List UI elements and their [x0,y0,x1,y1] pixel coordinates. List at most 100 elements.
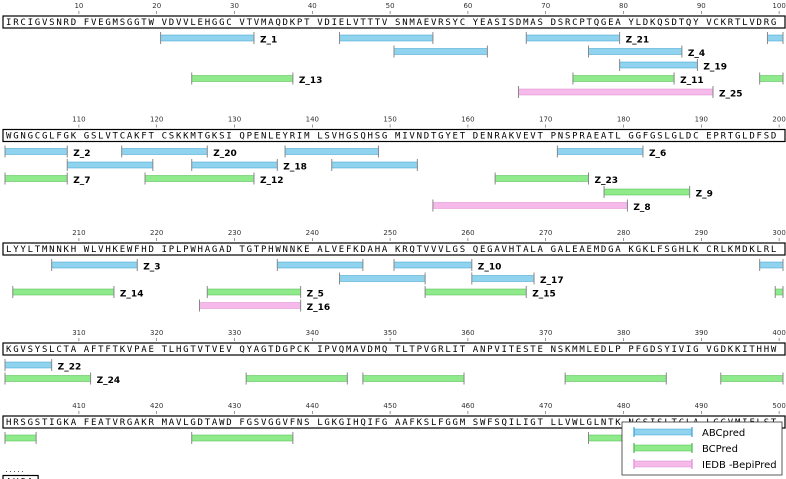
tick-label: 310 [72,329,85,337]
sequence-group: GGFGSLGLDC [628,132,698,142]
tick-label: 460 [461,402,474,410]
legend-swatch [633,444,693,452]
epitope-label: Z_11 [680,76,704,86]
epitope-label: Z_19 [703,63,727,73]
tick-label: 370 [539,329,552,337]
sequence-group: VDIELVTTTV [317,18,388,28]
sequence-group: LGKGIHQIFG [317,418,387,428]
tick-label: 20 [152,2,161,10]
epitope-bar [277,261,364,269]
epitope-bar [207,288,301,296]
tick-label: 380 [617,329,630,337]
tick-label: 350 [383,329,396,337]
tick-label: 300 [772,229,785,237]
tick-label: 150 [383,116,396,124]
sequence-group: DSRCPTQGEA [551,18,622,28]
epitope-label: Z_20 [213,149,237,159]
sequence-group: WLVHKEWFHD [84,245,154,255]
epitope-label: Z_3 [143,263,160,273]
sequence-group: SNMAEVRSYC [395,18,465,28]
sequence-group: DENRAKVEVT [473,132,544,142]
epitope-bar [518,88,714,96]
epitope-bar [471,275,535,282]
epitope-label: Z_17 [540,276,564,286]
epitope-bar [284,148,379,155]
sequence-group: QYAGTDGPCK [239,345,310,355]
sequence-box [2,128,786,143]
sequence-group: IRCIGVSNRD [6,18,76,28]
epitope-bar [331,161,418,169]
epitope-bar [557,148,644,155]
sequence-group: VTVMAQDKPT [239,18,310,28]
epitope-bar [4,361,52,369]
epitope-bar [339,275,426,282]
epitope-label: Z_6 [649,149,666,159]
epitope-label: Z_9 [696,190,713,200]
tick-label: 490 [695,402,708,410]
tick-label: 280 [617,229,630,237]
epitope-bar [199,302,301,309]
tick-label: 420 [150,402,163,410]
epitope-bar [144,175,255,182]
sequence-group: YEASISDMAS [473,18,543,28]
sequence-group: NSKMMLEDLP [551,345,622,355]
sequence-box [2,415,786,429]
sequence-group: EPRTGLDFSD [706,132,776,142]
tick-label: 190 [695,116,708,124]
sequence-group: QEGAVHTALA [473,245,544,255]
tick-label: 180 [617,116,630,124]
sequence-group: ANPVITESTE [473,345,543,355]
sequence-group: PNSPRAEATL [551,132,621,142]
tick-label: 40 [308,2,317,10]
epitope-bar [393,48,488,55]
epitope-bar [51,261,138,269]
epitope-label: Z_16 [307,303,331,313]
epitope-bar [432,202,628,209]
tick-label: 170 [539,116,552,124]
sequence-group: GSLVTCAKFT [84,132,155,142]
epitope-bar [160,34,255,42]
epitope-bar [424,288,527,296]
tick-label: 400 [772,329,785,337]
epitope-label: Z_15 [532,290,556,300]
epitope-label: Z_14 [120,290,144,300]
sequence-group: VGDKKITHHW [706,345,777,355]
tick-label: 340 [306,329,319,337]
sequence-group: MIVNDTGYET [395,132,466,142]
sequence-group: VDVVLEHGGC [162,18,232,28]
epitope-bar [603,188,690,196]
epitope-bar [121,148,208,155]
epitope-label: Z_22 [58,363,82,373]
epitope-label: Z_23 [595,176,619,186]
tick-label: 70 [541,2,550,10]
sequence-box [2,242,786,256]
sequence-group: VCKRTLVDRG [706,18,776,28]
sequence-group: FEATVRGAKR [84,418,155,428]
epitope-label: Z_1 [260,36,277,46]
legend-swatch [633,460,693,468]
legend-label: ABCpred [702,428,745,439]
epitope-bar [759,261,784,269]
tick-label: 140 [306,116,319,124]
tick-label: 290 [695,229,708,237]
epitope-label: Z_13 [299,76,323,86]
tick-label: 440 [306,402,319,410]
epitope-label: Z_8 [633,203,650,213]
legend-swatch [633,428,693,436]
sequence-group: KGKLFSGHLK [628,245,699,255]
tick-label: 230 [228,229,241,237]
epitope-bar [191,75,294,82]
sequence-group: LLVWLGLNTK [551,418,622,428]
tick-label: 110 [72,116,85,124]
epitope-bar [362,375,465,382]
tick-label: 200 [772,116,785,124]
epitope-label: Z_5 [307,290,324,300]
epitope-bar [774,288,784,296]
tick-label: 50 [386,2,395,10]
epitope-label: Z_25 [719,90,743,100]
epitope-label: Z_24 [97,376,121,386]
epitope-label: Z_10 [478,263,502,273]
tick-label: 100 [772,2,785,10]
epitope-bar [393,261,473,269]
